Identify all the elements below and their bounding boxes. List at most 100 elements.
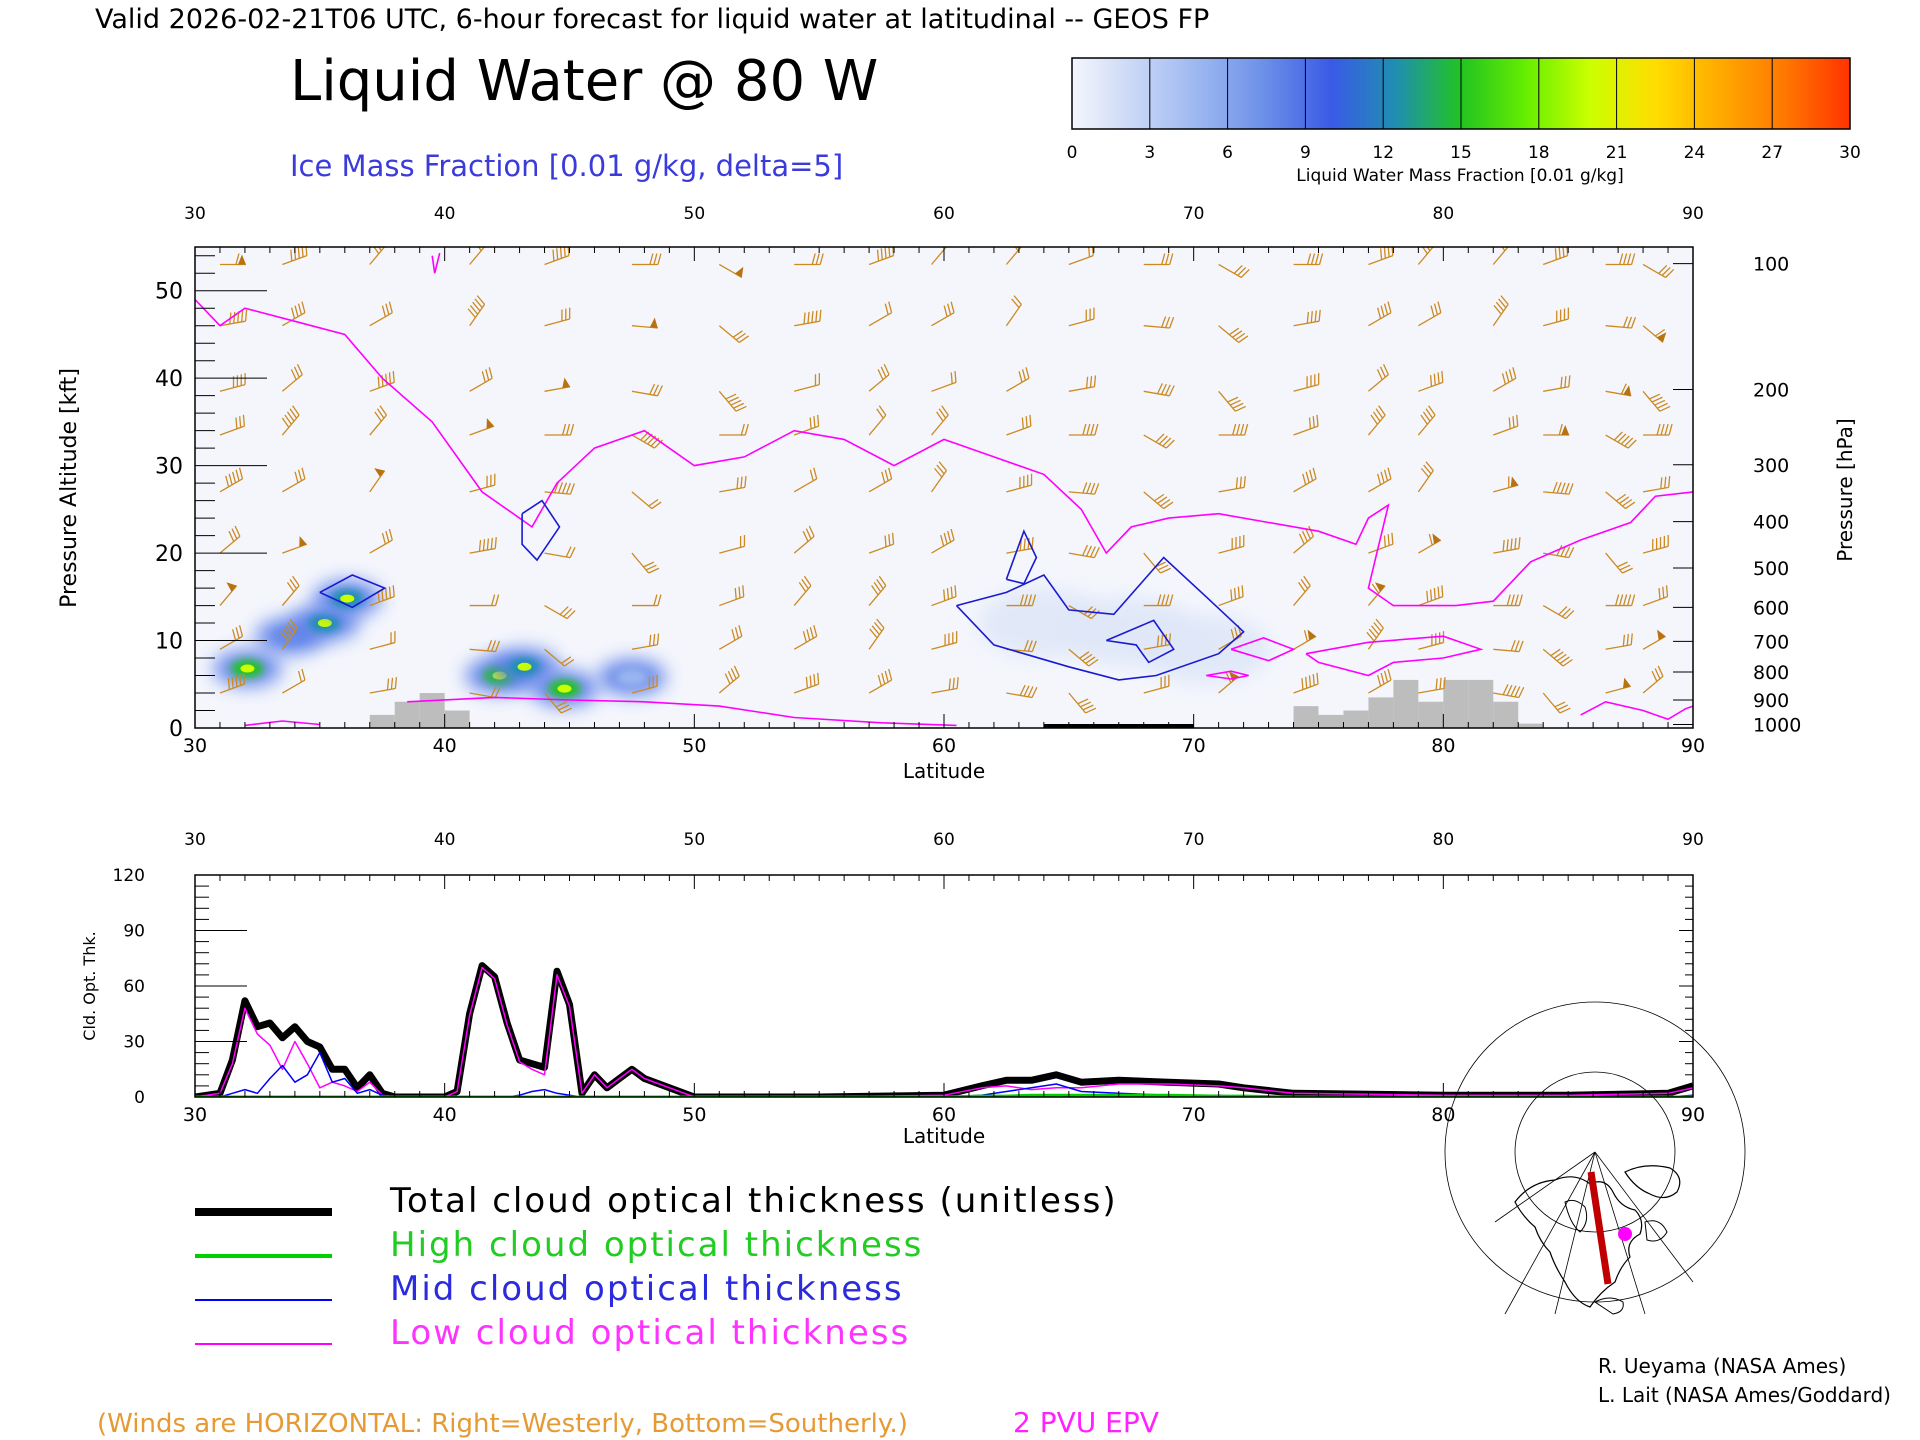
wind-barb-feather: [305, 247, 308, 256]
wind-barb-feather: [297, 303, 303, 315]
wind-barb-flag: [734, 266, 744, 278]
wind-barb: [1143, 674, 1170, 694]
wind-barb-feather: [813, 625, 818, 637]
wind-barb: [281, 405, 300, 436]
bottom-x-tick-label: 60: [932, 1104, 956, 1126]
wind-barb-feather: [385, 373, 388, 386]
wind-barb: [280, 618, 298, 650]
wind-barb-feather: [881, 471, 886, 484]
wind-barb-feather: [813, 416, 816, 428]
wind-barb-feather: [1387, 668, 1392, 681]
wind-barb-feather: [1431, 634, 1433, 646]
wind-barb-feather: [809, 675, 812, 687]
wind-barb-feather: [1616, 561, 1628, 568]
colorbar-tick-label: 9: [1300, 143, 1311, 163]
wind-barb-feather: [936, 411, 944, 422]
ice-contour: [955, 556, 1245, 681]
wind-barb-feather: [1316, 672, 1319, 685]
wind-barb: [719, 534, 746, 554]
wind-barb-flag: [1623, 677, 1631, 689]
wind-barb-feather: [1430, 305, 1435, 317]
epv-contour: [244, 720, 320, 727]
wind-barb-feather: [490, 640, 497, 652]
wind-barb-staff: [219, 383, 246, 392]
wind-barb-feather: [287, 622, 296, 632]
wind-barb-feather: [811, 253, 816, 265]
wind-barb-flag: [299, 536, 307, 547]
wind-barb-feather: [888, 668, 893, 681]
wind-barb: [219, 414, 246, 436]
wind-barb-feather: [1627, 439, 1637, 449]
wind-barb-feather: [1093, 547, 1100, 558]
wind-barb-feather: [880, 248, 883, 260]
wind-barb: [1492, 247, 1511, 265]
epv-label: 2 PVU EPV: [1013, 1406, 1159, 1439]
wind-barb-flag: [1657, 629, 1666, 641]
wind-barb-feather: [740, 423, 745, 436]
wind-barb-feather: [1498, 298, 1507, 309]
wind-barb: [1605, 594, 1636, 607]
wind-barb-feather: [943, 589, 946, 601]
x-tick-label-top: 50: [684, 204, 706, 224]
wind-barb-feather: [388, 586, 392, 599]
wind-barb-feather: [297, 469, 303, 482]
wind-barb-staff: [1418, 312, 1442, 327]
wind-barb-feather: [1318, 309, 1321, 322]
wind-barb-staff: [1492, 304, 1509, 327]
wind-barb-feather: [1558, 247, 1561, 259]
wind-barb-feather: [381, 532, 386, 545]
wind-barb-feather: [1558, 606, 1568, 616]
wind-barb-staff: [1418, 539, 1442, 554]
wind-barb-feather: [649, 253, 654, 265]
wind-barb-feather: [1659, 537, 1662, 549]
wind-barb-feather: [1160, 676, 1162, 689]
wind-barb-feather: [1387, 534, 1390, 546]
wind-barb-feather: [486, 475, 488, 488]
wind-barb: [794, 309, 822, 327]
liquid-water-peak: [517, 662, 532, 671]
wind-barb-feather: [476, 247, 485, 249]
wind-barb-feather: [1422, 411, 1431, 422]
wind-barb-staff: [369, 687, 396, 694]
wind-barb-staff: [469, 547, 496, 554]
wind-barb: [369, 528, 393, 554]
wind-barb-feather: [482, 539, 486, 551]
wind-barb-staff: [469, 692, 496, 699]
wind-barb-feather: [1308, 417, 1312, 429]
colorbar-tick-label: 0: [1067, 143, 1078, 163]
y-tick-label: 20: [155, 542, 183, 567]
wind-barb-feather: [1243, 534, 1245, 547]
wind-barb: [1143, 594, 1174, 607]
wind-barb: [544, 423, 575, 436]
wind-barb-staff: [219, 320, 246, 327]
wind-barb-feather: [1093, 375, 1097, 387]
epv-contour: [407, 696, 957, 727]
wind-barb: [931, 301, 955, 327]
wind-barb-staff: [369, 596, 395, 607]
wind-barb-feather: [565, 308, 567, 321]
wind-barb: [1642, 325, 1667, 343]
wind-barb-feather: [231, 528, 238, 540]
wind-barb-feather: [1082, 482, 1088, 494]
wind-barb: [1068, 375, 1097, 392]
wind-barb-feather: [392, 370, 395, 383]
wind-barb: [793, 414, 820, 436]
wind-barb-feather: [1301, 530, 1308, 542]
terrain-bar: [1493, 701, 1519, 728]
colorbar-tick-label: 3: [1144, 143, 1155, 163]
wind-barb-feather: [1029, 414, 1032, 427]
wind-barb-feather: [1428, 533, 1433, 546]
wind-barb-feather: [652, 384, 660, 396]
wind-barb: [1143, 253, 1174, 266]
winds-note: (Winds are HORIZONTAL: Right=Westerly, B…: [97, 1409, 908, 1439]
wind-barb-feather: [1429, 589, 1433, 601]
wind-barb: [1418, 301, 1442, 327]
wind-barb-feather: [235, 469, 240, 482]
wind-barbs: [219, 247, 1675, 714]
wind-barb-flag: [1229, 671, 1239, 682]
wind-barb: [1492, 367, 1517, 392]
wind-barb-feather: [808, 525, 815, 537]
colorbar-tick-label: 21: [1606, 143, 1628, 163]
wind-barb-feather: [656, 674, 658, 687]
wind-barb: [931, 585, 957, 607]
